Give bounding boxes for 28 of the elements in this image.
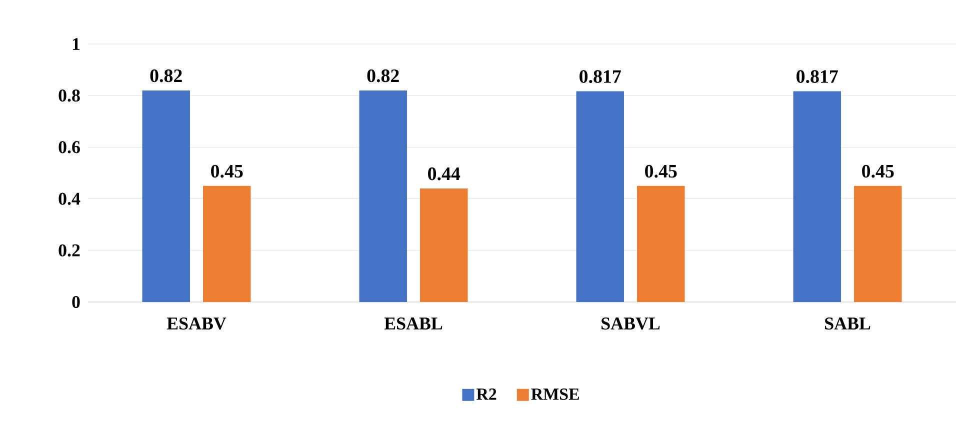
x-tick-label: SABVL xyxy=(602,318,660,330)
bar xyxy=(576,91,624,302)
data-label: 0.82 xyxy=(150,69,182,82)
bar xyxy=(420,188,468,302)
bar xyxy=(854,186,902,302)
y-tick-label: 0 xyxy=(72,296,80,308)
data-label: 0.82 xyxy=(367,69,399,82)
legend-label: R2 xyxy=(476,388,496,400)
y-tick-label: 0.8 xyxy=(58,90,80,102)
legend-label: RMSE xyxy=(531,388,579,400)
bar xyxy=(203,186,251,302)
bar xyxy=(793,91,841,302)
data-label: 0.45 xyxy=(211,164,243,178)
data-label: 0.817 xyxy=(580,70,621,84)
y-tick-label: 0.4 xyxy=(58,192,80,205)
bar xyxy=(142,90,190,302)
data-label: 0.45 xyxy=(862,164,894,178)
x-tick-label: ESABL xyxy=(384,318,442,330)
bar xyxy=(637,186,685,302)
data-label: 0.44 xyxy=(428,167,460,180)
bar xyxy=(359,90,407,302)
y-tick-label: 1 xyxy=(72,38,80,50)
data-label: 0.817 xyxy=(796,70,838,84)
data-label: 0.45 xyxy=(645,164,677,178)
x-tick-label: SABL xyxy=(825,318,870,330)
y-tick-label: 0.6 xyxy=(58,141,80,154)
y-tick-label: 0.2 xyxy=(58,244,80,256)
x-tick-label: ESABV xyxy=(166,318,226,330)
